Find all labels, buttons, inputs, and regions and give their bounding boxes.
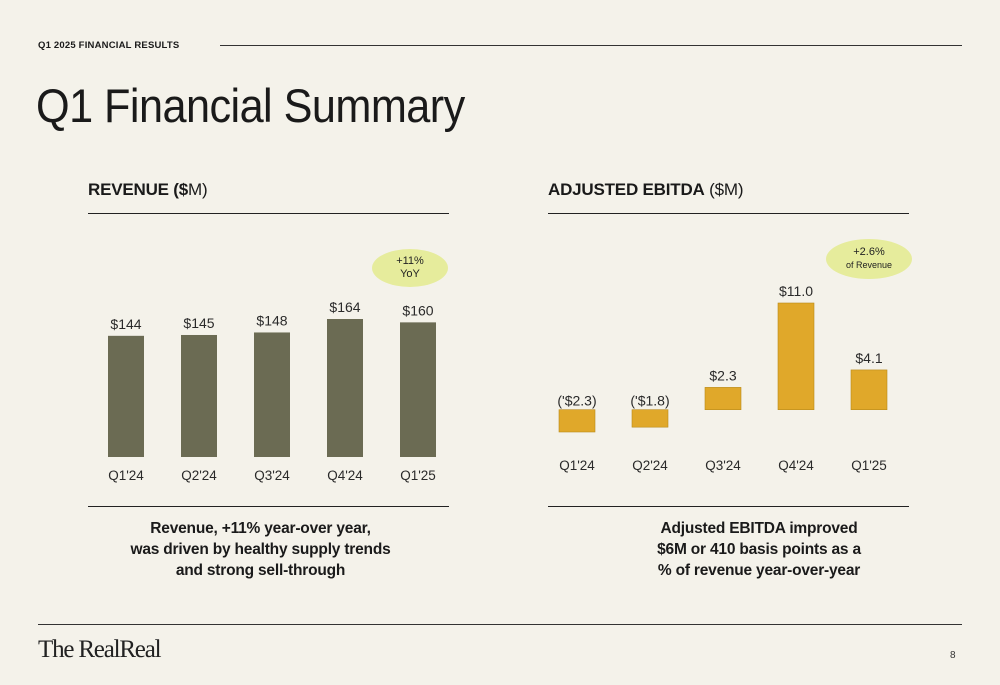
company-logo: The RealReal	[38, 636, 162, 663]
bar-Q224	[631, 409, 669, 428]
bar-value-label: $4.1	[855, 350, 882, 366]
revenue-bar-chart: $144 Q1'24 $145 Q2'24 $148 Q3'24 $164 Q4'24 $160…	[108, 299, 436, 483]
bar-value-label: ('$2.3)	[557, 393, 596, 409]
page-number: 8	[950, 650, 956, 661]
ebitda-bubble-label: of Revenue	[845, 260, 893, 270]
bar-Q124	[108, 335, 144, 457]
bar-Q324	[254, 332, 290, 457]
revenue-growth-bubble: +11% YoY	[372, 249, 448, 287]
revenue-title-unit: M)	[188, 180, 208, 199]
header-rule	[220, 45, 962, 46]
bar-value-label: $145	[183, 315, 214, 331]
category-tick-label: Q2'24	[181, 468, 217, 483]
bar-value-label: $164	[329, 299, 360, 315]
ebitda-bottom-rule	[548, 506, 909, 507]
category-tick-label: Q3'24	[254, 468, 290, 483]
bar-value-label: $144	[110, 316, 141, 332]
ebitda-margin-bubble: +2.6% of Revenue	[826, 239, 912, 279]
bar-value-label: $2.3	[709, 367, 736, 383]
bar-Q424	[327, 319, 363, 457]
category-tick-label: Q4'24	[327, 468, 363, 483]
ebitda-panel-title: ADJUSTED EBITDA ($M)	[548, 180, 743, 200]
ebitda-title-bold: ADJUSTED EBITDA	[548, 180, 705, 199]
ebitda-title-unit: ($M)	[704, 180, 744, 199]
category-tick-label: Q1'25	[851, 458, 887, 473]
ebitda-bar-chart: ('$2.3) Q1'24 ('$1.8) Q2'24 $2.3 Q3'24 $11.0 Q4…	[557, 283, 888, 473]
category-tick-label: Q2'24	[632, 458, 668, 473]
bar-Q424	[777, 302, 815, 410]
page-title: Q1 Financial Summary	[36, 79, 465, 132]
ebitda-title-rule	[548, 213, 909, 214]
revenue-bubble-value: +11%	[396, 255, 424, 267]
category-tick-label: Q1'24	[108, 468, 144, 483]
bar-Q125	[850, 369, 888, 410]
revenue-bottom-rule	[88, 506, 449, 507]
ebitda-caption-line: $6M or 410 basis points as a	[657, 541, 861, 558]
revenue-panel-title: REVENUE ($M)	[88, 180, 208, 200]
revenue-caption-line: was driven by healthy supply trends	[130, 541, 391, 558]
category-tick-label: Q4'24	[778, 458, 814, 473]
revenue-caption: Revenue, +11% year-over year, was driven…	[88, 518, 433, 581]
revenue-caption-line: Revenue, +11% year-over year,	[150, 520, 371, 537]
eyebrow-label: Q1 2025 FINANCIAL RESULTS	[38, 40, 180, 51]
bar-value-label: $160	[402, 302, 433, 318]
category-tick-label: Q3'24	[705, 458, 741, 473]
revenue-title-rule	[88, 213, 449, 214]
bar-Q125	[400, 322, 436, 457]
ebitda-caption-line: % of revenue year-over-year	[657, 562, 861, 579]
bar-value-label: $148	[256, 312, 287, 328]
bar-value-label: $11.0	[779, 283, 813, 299]
bar-value-label: ('$1.8)	[630, 393, 669, 409]
ebitda-bubble-value: +2.6%	[853, 246, 885, 258]
revenue-bubble-label: YoY	[400, 268, 420, 280]
bar-Q224	[181, 334, 217, 457]
category-tick-label: Q1'25	[400, 468, 436, 483]
ebitda-caption-line: Adjusted EBITDA improved	[660, 520, 858, 537]
bar-Q324	[704, 387, 742, 410]
revenue-caption-line: and strong sell-through	[175, 562, 346, 579]
bar-Q124	[558, 409, 596, 433]
footer-rule	[38, 624, 962, 625]
category-tick-label: Q1'24	[559, 458, 595, 473]
ebitda-caption: Adjusted EBITDA improved $6M or 410 basi…	[580, 518, 938, 581]
revenue-title-bold: REVENUE (	[88, 180, 179, 199]
revenue-title-dollar: $	[178, 180, 189, 199]
